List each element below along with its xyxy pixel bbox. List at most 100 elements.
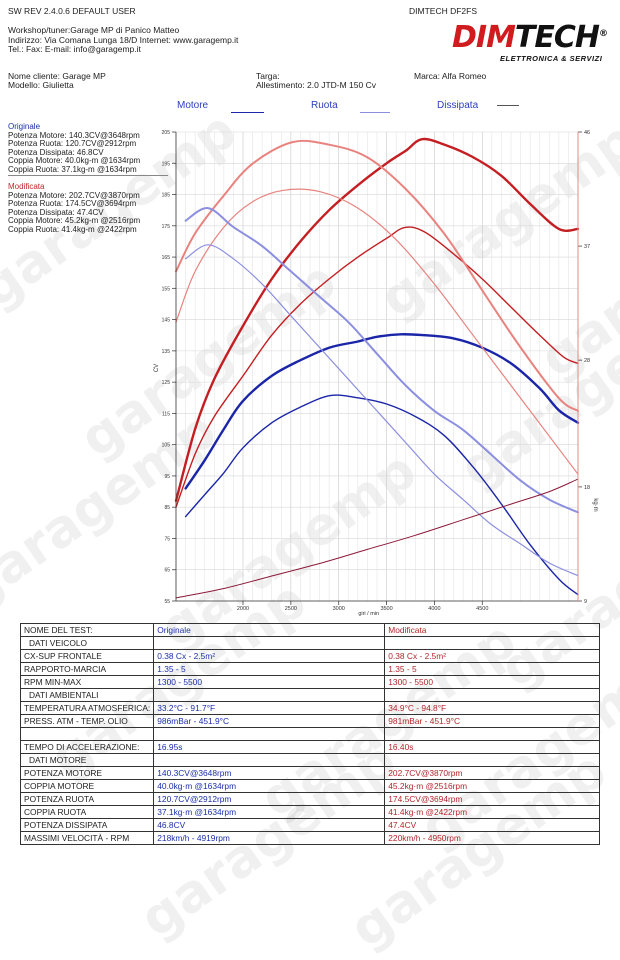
table-row: POTENZA DISSIPATA 46.8CV 47.4CV: [19, 818, 600, 832]
table-cell-modificata: [384, 753, 600, 767]
y2-tick-label: 46: [584, 130, 590, 136]
y-tick-label: 135: [162, 349, 171, 355]
series-modificata-ruota-power: [175, 226, 579, 508]
table-cell-label: POTENZA DISSIPATA: [19, 818, 155, 832]
table-section-row: DATI MOTORE: [19, 753, 600, 767]
vehicle-brand: Marca: Alfa Romeo: [414, 71, 487, 81]
table-cell-modificata: 981mBar - 451.9°C: [384, 714, 600, 728]
x-tick-label: 2500: [285, 606, 297, 612]
table-cell-modificata: 41.4kg·m @2422rpm: [384, 805, 600, 819]
y2-tick-label: 18: [584, 485, 590, 491]
vehicle-model: Modello: Giulietta: [8, 80, 74, 90]
table-cell-modificata: 174.5CV@3694rpm: [384, 792, 600, 806]
summary-originale: Originale Potenza Motore: 140.3CV@3648rp…: [8, 122, 140, 175]
legend-motore-line: [231, 112, 264, 113]
table-cell-modificata: Modificata: [384, 623, 600, 637]
table-cell-originale: Originale: [153, 623, 386, 637]
table-cell-label: MASSIMI VELOCITÀ - RPM: [19, 831, 155, 845]
series-modificata-dissipata-loss: [175, 478, 579, 599]
table-cell-modificata: 1.35 - 5: [384, 662, 600, 676]
legend-motore: Motore: [177, 100, 209, 111]
y-tick-label: 55: [164, 599, 170, 605]
y2-tick-label: 28: [584, 358, 590, 364]
table-cell-label: TEMPO DI ACCELERAZIONE:: [19, 740, 155, 754]
table-section-row: DATI AMBIENTALI: [19, 688, 600, 702]
table-row: PRESS. ATM - TEMP. OLIO 986mBar - 451.9°C…: [19, 714, 600, 728]
table-cell-originale: [153, 688, 386, 702]
y-axis-label: CV: [154, 364, 160, 372]
table-header-row: NOME DEL TEST: Originale Modificata: [19, 623, 600, 637]
y-tick-label: 175: [162, 224, 171, 230]
customer-name: Nome cliente: Garage MP: [8, 71, 106, 81]
summary-line: Potenza Ruota: 120.7CV@2912rpm: [8, 139, 137, 149]
table-row: COPPIA MOTORE 40.0kg·m @1634rpm 45.2kg·m @…: [19, 779, 600, 793]
table-cell-originale: 140.3CV@3648rpm: [153, 766, 386, 780]
x-axis-label: giri / min: [358, 611, 379, 617]
device-name: DIMTECH DF2FS: [409, 6, 477, 16]
table-cell-label: DATI AMBIENTALI: [19, 688, 155, 702]
table-row: TEMPERATURA ATMOSFERICA: 33.2°C - 91.7°F 3…: [19, 701, 600, 715]
y-tick-label: 195: [162, 161, 171, 167]
summary-line: Potenza Dissipata: 47.4CV: [8, 207, 104, 217]
x-tick-label: 4000: [428, 606, 440, 612]
series-originale-ruota-torque: [185, 244, 579, 577]
table-cell-modificata: [384, 688, 600, 702]
y-tick-label: 95: [164, 474, 170, 480]
y-tick-label: 65: [164, 568, 170, 574]
summary-line: Coppia Ruota: 41.4kg-m @2422rpm: [8, 224, 137, 234]
series-originale-ruota-power: [184, 394, 579, 596]
legend-ruota: Ruota: [311, 100, 338, 111]
table-cell-label: PRESS. ATM - TEMP. OLIO: [19, 714, 155, 728]
table-cell-label: DATI MOTORE: [19, 753, 155, 767]
table-cell-originale: 33.2°C - 91.7°F: [153, 701, 386, 715]
x-tick-label: 3500: [380, 606, 392, 612]
series-modificata-motore-power: [174, 137, 580, 503]
workshop-name: Workshop/tuner:Garage MP di Panico Matte…: [8, 25, 180, 35]
table-cell-modificata: 47.4CV: [384, 818, 600, 832]
test-spec-table: NOME DEL TEST: Originale Modificata DATI VE…: [19, 623, 600, 845]
y-tick-label: 165: [162, 255, 171, 261]
table-cell-modificata: 202.7CV@3870rpm: [384, 766, 600, 780]
software-version: SW REV 2.4.0.6 DEFAULT USER: [8, 6, 136, 16]
summary-divider: [8, 175, 168, 176]
summary-line: Potenza Motore: 140.3CV@3648rpm: [8, 130, 140, 140]
y-tick-label: 105: [162, 443, 171, 449]
chart-grid: [176, 131, 578, 602]
table-cell-originale: 46.8CV: [153, 818, 386, 832]
series-modificata-motore-torque: [175, 139, 579, 412]
vehicle-plate: Targa:: [256, 71, 280, 81]
table-row: [19, 727, 600, 741]
table-cell-label: POTENZA MOTORE: [19, 766, 155, 780]
legend-dissipata-line: [497, 105, 519, 106]
logo-subtitle: ELETTRONICA & SERVIZI: [500, 54, 603, 63]
table-row: COPPIA RUOTA 37.1kg·m @1634rpm 41.4kg·m @2…: [19, 805, 600, 819]
summary-originale-title: Originale: [8, 122, 41, 131]
y-tick-label: 205: [162, 130, 171, 136]
table-cell-originale: [153, 727, 386, 741]
table-cell-label: POTENZA RUOTA: [19, 792, 155, 806]
y2-axis-label: kg·m: [592, 498, 598, 511]
table-cell-originale: 40.0kg·m @1634rpm: [153, 779, 386, 793]
table-cell-originale: 120.7CV@2912rpm: [153, 792, 386, 806]
table-cell-originale: [153, 636, 386, 650]
y-tick-label: 75: [164, 536, 170, 542]
y-tick-label: 85: [164, 505, 170, 511]
table-cell-label: DATI VEICOLO: [19, 636, 155, 650]
table-cell-label: RPM MIN-MAX: [19, 675, 155, 689]
table-row: TEMPO DI ACCELERAZIONE: 16.95s 16.40s: [19, 740, 600, 754]
x-tick-label: 4500: [476, 606, 488, 612]
series-originale-motore-torque: [184, 207, 579, 514]
dimtech-logo: DIMTECH® ELETTRONICA & SERVIZI: [448, 20, 608, 64]
table-cell-modificata: 16.40s: [384, 740, 600, 754]
table-cell-label: [19, 727, 155, 741]
table-cell-label: COPPIA MOTORE: [19, 779, 155, 793]
table-cell-originale: [153, 753, 386, 767]
table-cell-originale: 218km/h - 4919rpm: [153, 831, 386, 845]
table-cell-originale: 986mBar - 451.9°C: [153, 714, 386, 728]
table-cell-originale: 16.95s: [153, 740, 386, 754]
registered-mark: ®: [599, 29, 608, 39]
table-row: RPM MIN-MAX 1300 - 5500 1300 - 5500: [19, 675, 600, 689]
logo-text-tech: TECH: [514, 20, 600, 55]
x-tick-label: 3000: [333, 606, 345, 612]
table-cell-label: COPPIA RUOTA: [19, 805, 155, 819]
